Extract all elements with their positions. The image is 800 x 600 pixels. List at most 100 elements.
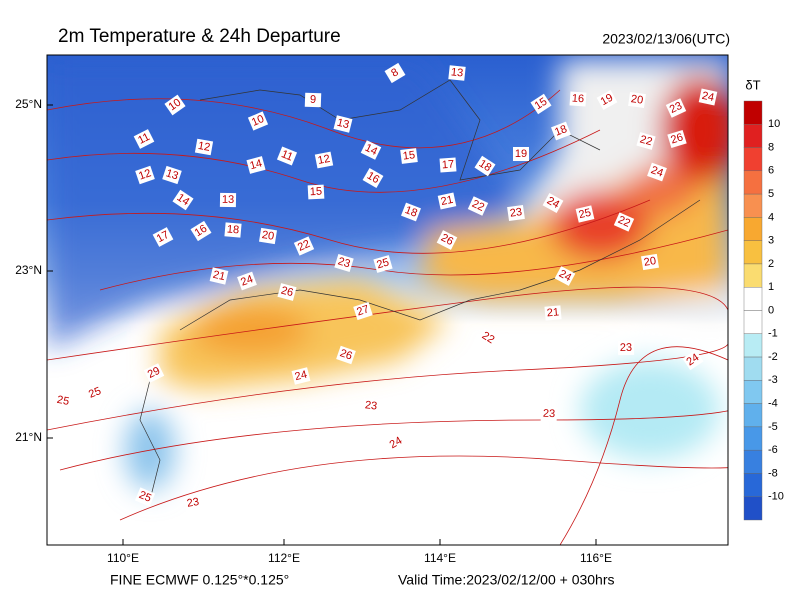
contour-label: 16 [362, 167, 384, 189]
contour-label: 11 [133, 129, 155, 149]
contour-value: 17 [155, 229, 171, 245]
label-box [134, 487, 156, 507]
label-box [333, 115, 353, 133]
label-box [291, 367, 311, 385]
contour-label: 18 [224, 222, 242, 238]
contour-label: 24 [291, 367, 311, 385]
label-box [439, 157, 457, 173]
label-box [304, 92, 322, 108]
contour-value: 21 [212, 269, 227, 283]
colorbar-tick-label: 8 [768, 141, 774, 153]
label-box [143, 363, 165, 383]
contour-label: 24 [647, 162, 667, 182]
label-box [190, 220, 212, 242]
contour-label: 19 [513, 147, 529, 161]
contour-value: 20 [643, 255, 657, 269]
colorbar-cell [743, 193, 763, 218]
label-box [183, 494, 203, 512]
colorbar-tick-label: -6 [768, 444, 778, 456]
label-box [437, 192, 457, 210]
contour-label: 25 [134, 487, 156, 507]
label-box [277, 283, 297, 301]
axes: 25°N 23°N 21°N 110°E 112°E 114°E 116°E [15, 97, 612, 565]
contour-label: 29 [143, 363, 165, 383]
contour-label: 22 [636, 132, 656, 150]
label-box [334, 253, 354, 273]
contour-value: 24 [388, 435, 405, 452]
contour-label: 10 [247, 111, 269, 131]
lat-label: 25°N [15, 97, 42, 111]
contour-label: 15 [307, 184, 325, 200]
contour-label: 26 [277, 283, 297, 301]
contour-value: 13 [222, 194, 234, 206]
colorbar-tick-label: 3 [768, 235, 774, 247]
contour-value: 25 [87, 385, 103, 401]
colorbar-tick-label: -2 [768, 351, 778, 363]
contour-label: 9 [304, 92, 322, 108]
contour-value: 23 [336, 255, 351, 270]
contour-value: 15 [533, 96, 550, 113]
contour-value: 19 [599, 92, 616, 108]
label-box [164, 94, 186, 116]
colorbar-tick-label: -3 [768, 374, 778, 386]
contour-value: 20 [630, 93, 644, 107]
colorbar-cell [743, 147, 763, 172]
label-box [613, 212, 635, 232]
contour-value: 12 [317, 153, 331, 167]
contour-label: 23 [617, 340, 635, 356]
contour-value: 21 [546, 306, 559, 319]
contour-label: 20 [641, 253, 659, 271]
contour-value: 13 [336, 117, 351, 132]
contour-value: 26 [669, 131, 684, 146]
contour-label: 15 [530, 93, 552, 115]
colorbar-tick-label: 6 [768, 165, 774, 177]
label-box [513, 147, 529, 161]
colorbar-cell [743, 403, 763, 428]
contour-value: 24 [557, 268, 573, 284]
label-box [276, 146, 298, 166]
contour-label: 22 [467, 196, 489, 216]
contour-label: 22 [293, 236, 315, 256]
contour-label: 22 [477, 327, 499, 349]
colorbar-tick-label: -4 [768, 398, 778, 410]
contour-value: 16 [571, 92, 584, 105]
contour-value: 22 [470, 198, 486, 214]
label-box [224, 222, 242, 238]
contour-value: 23 [364, 399, 378, 412]
contour-value: 11 [279, 148, 294, 163]
contour-label: 21 [209, 267, 229, 285]
colorbar-cell [743, 100, 763, 125]
label-box [436, 230, 458, 250]
colorbar-tick-label: -10 [768, 491, 784, 503]
label-box [246, 156, 266, 174]
colorbar-tick-label: 2 [768, 258, 774, 270]
label-box [540, 406, 558, 422]
contour-value: 19 [515, 148, 527, 160]
label-box [575, 205, 595, 223]
contour-label: 13 [448, 65, 466, 81]
colorbar-cell [743, 473, 763, 497]
contour-label: 8 [384, 62, 406, 84]
contour-value: 25 [375, 256, 390, 271]
colorbar-cell [743, 449, 763, 474]
label-box [507, 204, 525, 222]
colorbar-cell [743, 356, 763, 381]
colorbar-tick-label: 4 [768, 211, 774, 223]
contour-value: 24 [701, 90, 715, 104]
label-box [569, 91, 587, 107]
contour-value: 24 [545, 195, 562, 211]
label-box [135, 165, 155, 185]
label-box [617, 340, 635, 356]
contour-label: 27 [353, 301, 373, 321]
contour-label: 19 [596, 89, 618, 111]
contour-value: 13 [450, 66, 463, 79]
contour-value: 24 [239, 273, 255, 288]
contour-value: 15 [402, 149, 416, 162]
label-box [152, 227, 174, 247]
contour-label: 24 [542, 192, 564, 214]
colorbar-tick-label: -1 [768, 328, 778, 340]
label-box [53, 392, 73, 410]
contour-label: 13 [333, 115, 353, 133]
contour-label: 20 [628, 91, 646, 109]
